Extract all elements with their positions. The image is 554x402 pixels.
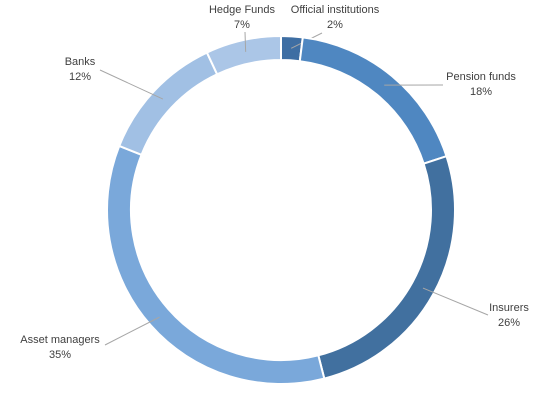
leader-line bbox=[99, 69, 164, 100]
category-label: Insurers bbox=[489, 302, 529, 314]
value-label: 35% bbox=[49, 349, 71, 361]
leader-line bbox=[244, 31, 247, 52]
donut-segment bbox=[317, 154, 456, 380]
category-label: Pension funds bbox=[446, 71, 516, 83]
value-label: 2% bbox=[327, 19, 343, 31]
category-label: Hedge Funds bbox=[209, 4, 276, 16]
donut-segment bbox=[117, 51, 219, 157]
category-label: Banks bbox=[65, 56, 96, 68]
category-label: Asset managers bbox=[20, 334, 100, 346]
donut-segment bbox=[205, 34, 282, 76]
value-label: 7% bbox=[234, 19, 250, 31]
leader-line bbox=[104, 316, 160, 346]
leader-line bbox=[422, 287, 489, 316]
donut-segment bbox=[298, 36, 448, 165]
value-label: 18% bbox=[470, 86, 492, 98]
category-label: Official institutions bbox=[291, 4, 380, 16]
value-label: 26% bbox=[498, 317, 520, 329]
donut-segment bbox=[106, 144, 326, 385]
value-label: 12% bbox=[69, 71, 91, 83]
